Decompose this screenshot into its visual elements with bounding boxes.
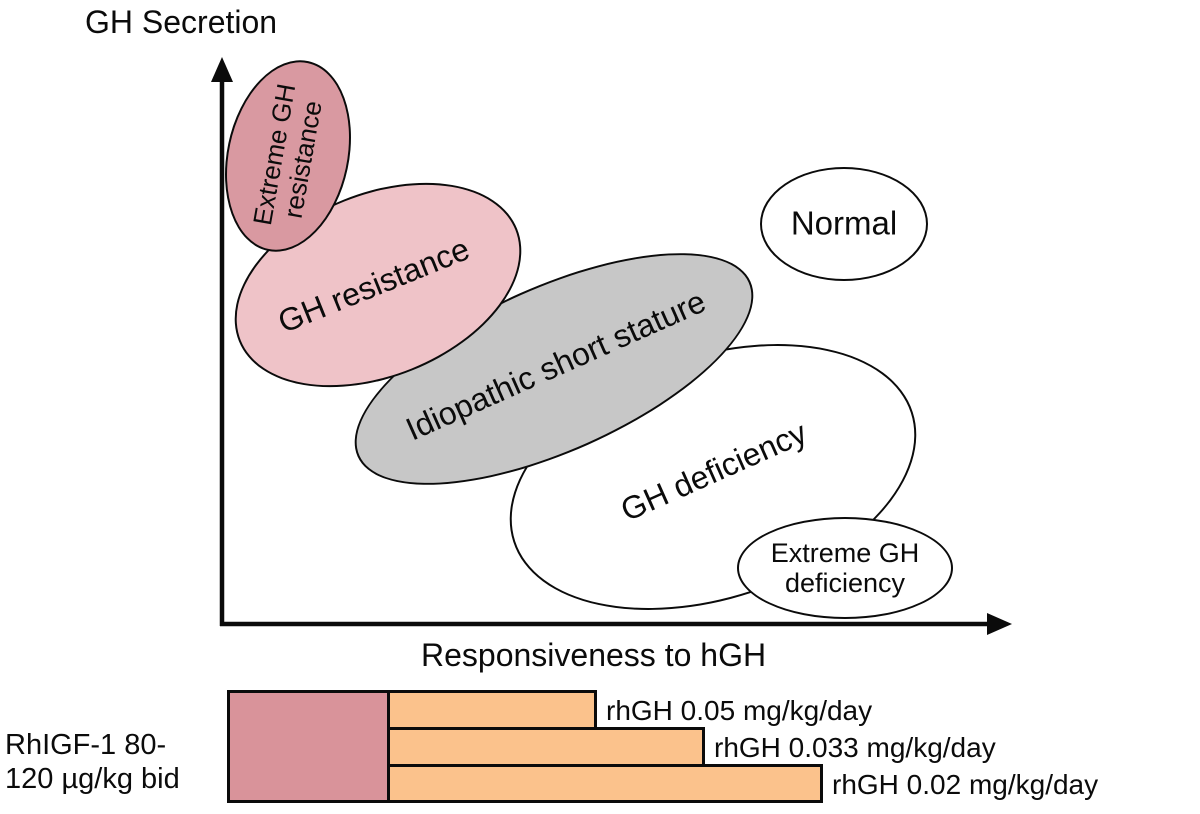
rhgh-low-dose-label: rhGH 0.02 mg/kg/day — [832, 769, 1099, 800]
rhgh-bar-mid-dose — [387, 727, 705, 767]
x-axis-arrowhead-icon — [987, 613, 1012, 635]
region-extreme-gh-deficiency — [737, 517, 953, 619]
y-axis-title: GH Secretion — [85, 4, 278, 40]
x-axis-title: Responsiveness to hGH — [421, 637, 767, 673]
rhgh-bar-high-dose — [387, 690, 597, 730]
rhgh-mid-dose-label: rhGH 0.033 mg/kg/day — [714, 732, 996, 763]
region-normal — [760, 167, 928, 281]
y-axis-arrowhead-icon — [211, 57, 233, 82]
normal-label: Normal — [790, 204, 898, 242]
rhigf-bar — [227, 690, 390, 803]
rhigf-dose-label: RhIGF-1 80- 120 µg/kg bid — [5, 729, 180, 796]
rhgh-bar-low-dose — [387, 764, 823, 803]
extreme-gh-deficiency-label: Extreme GH deficiency — [770, 537, 920, 598]
rhgh-high-dose-label: rhGH 0.05 mg/kg/day — [606, 695, 873, 726]
